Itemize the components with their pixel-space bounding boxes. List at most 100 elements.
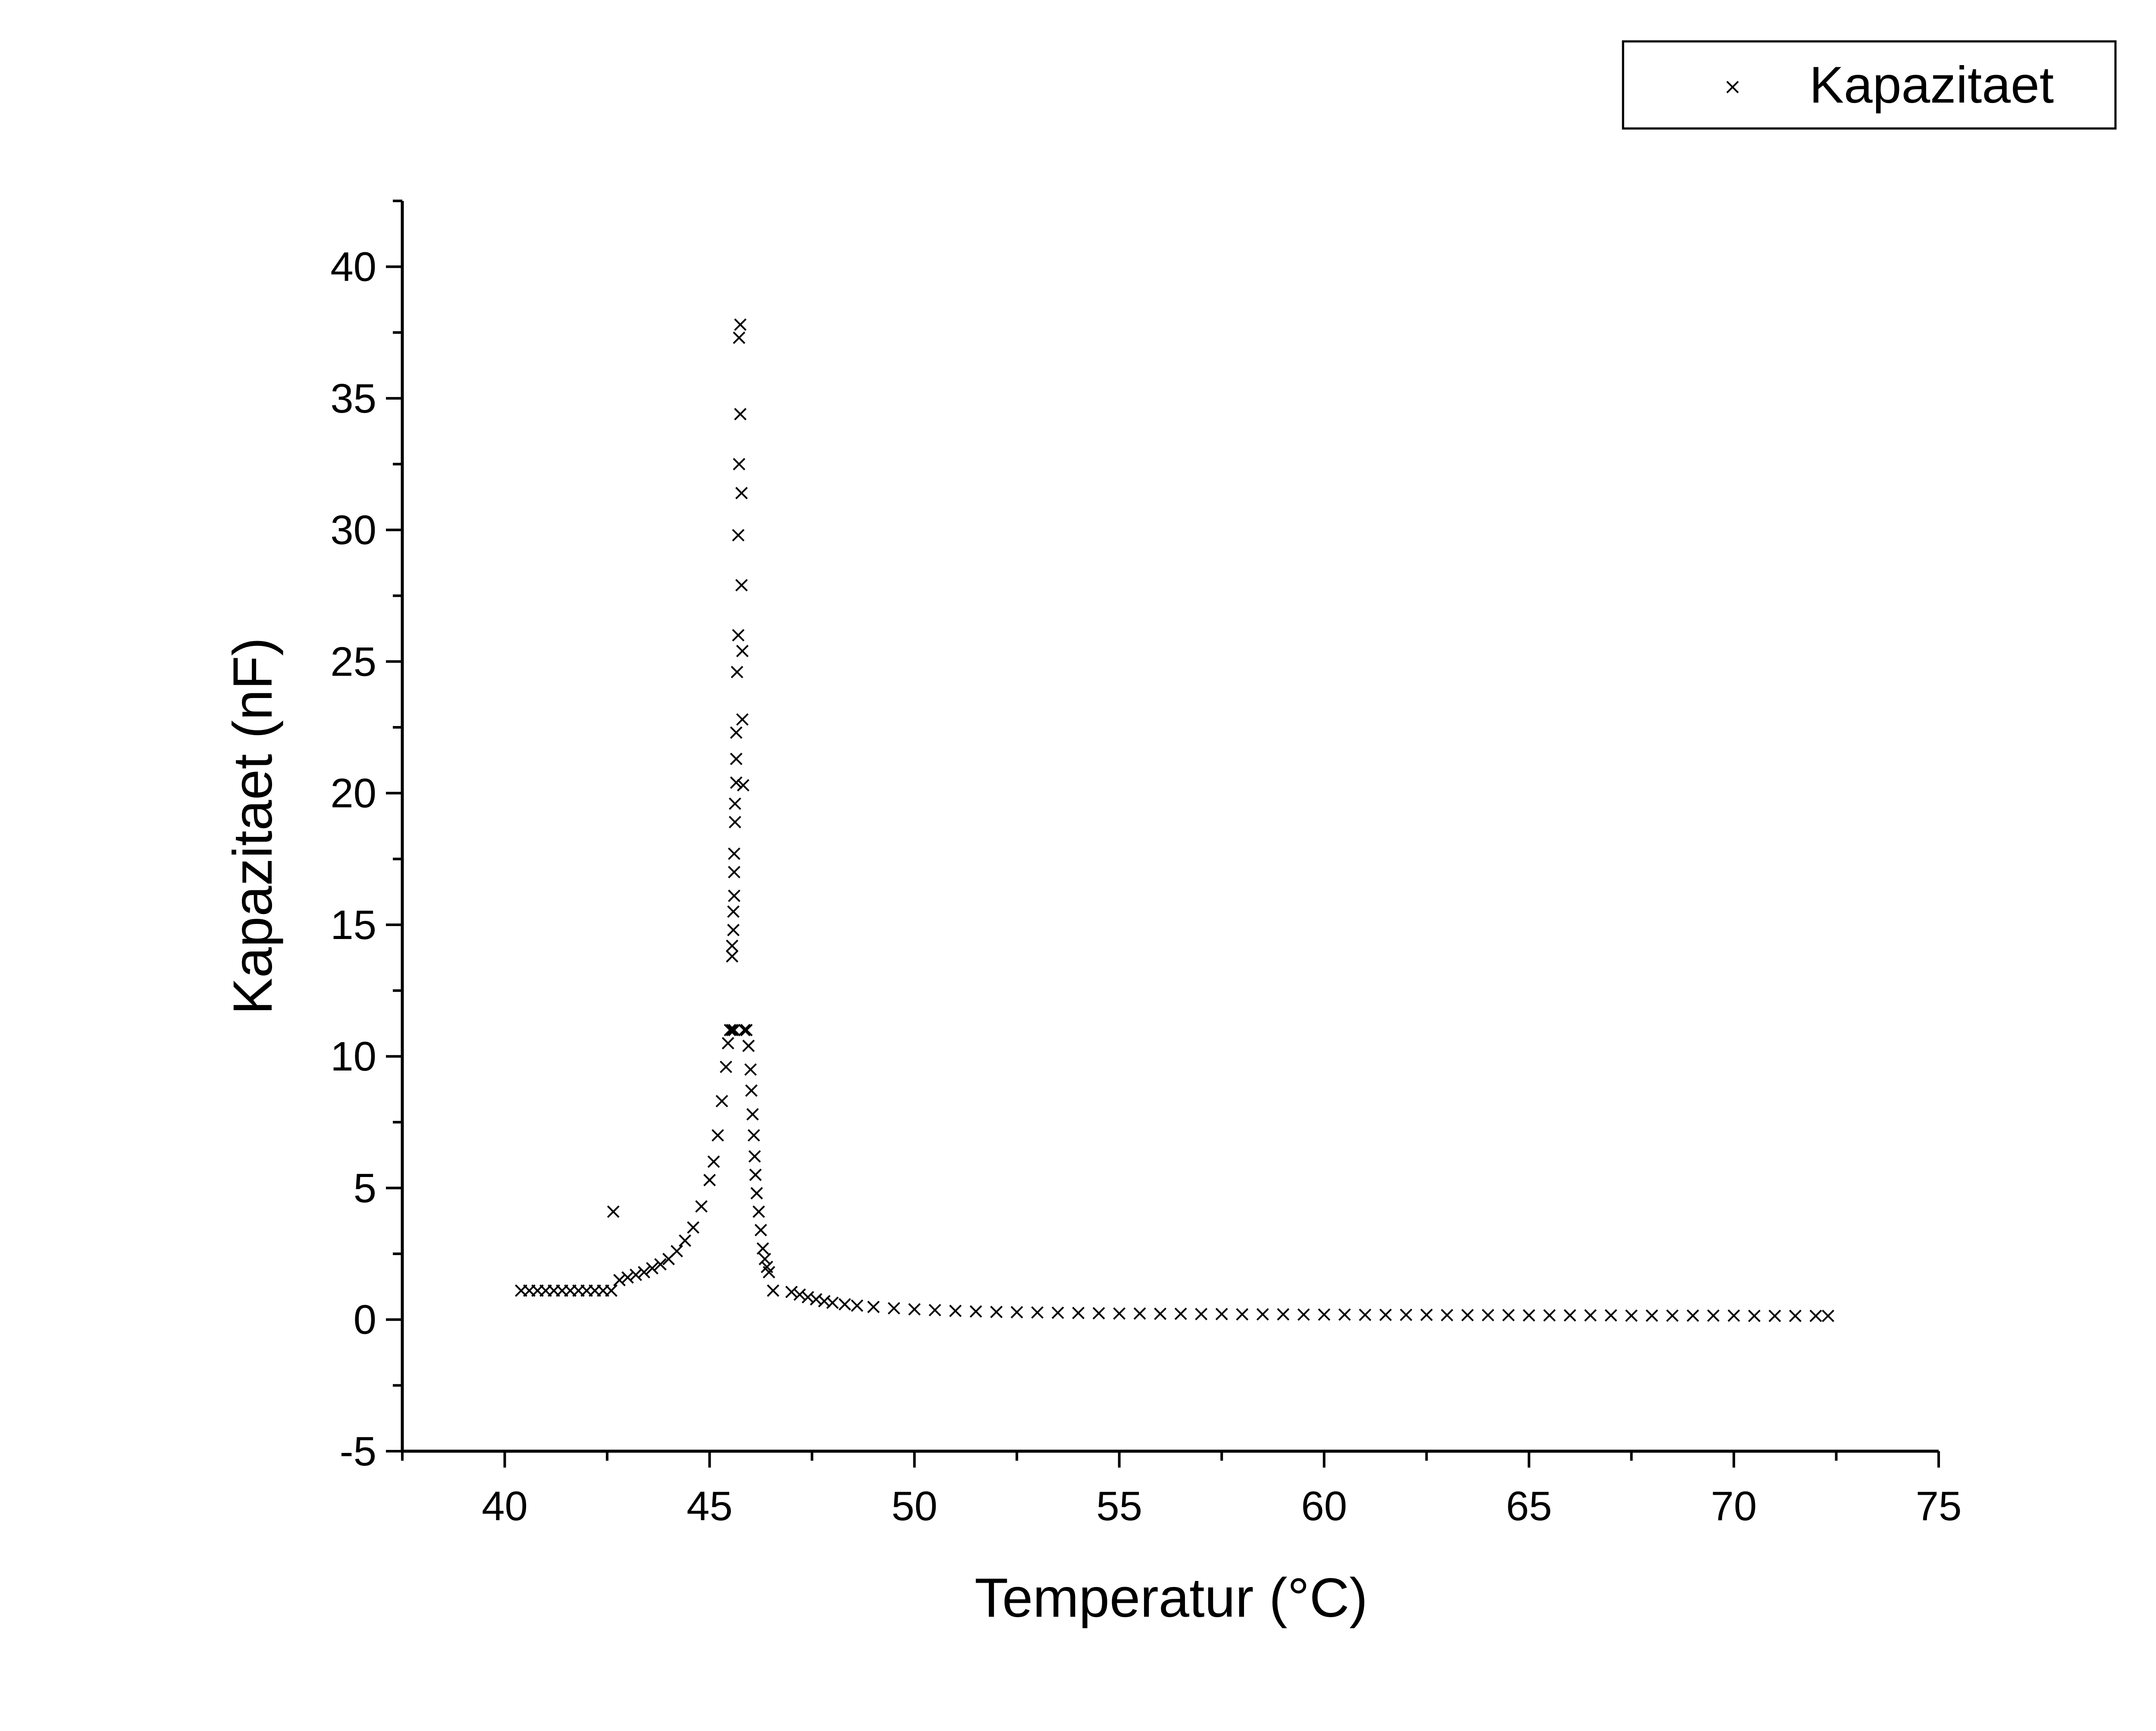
data-point — [1010, 1306, 1023, 1319]
data-points — [515, 318, 1834, 1322]
data-point — [732, 629, 745, 642]
data-point — [1379, 1308, 1392, 1321]
data-point — [750, 1187, 763, 1200]
data-point — [607, 1205, 620, 1218]
data-point — [733, 332, 746, 344]
data-point — [826, 1296, 839, 1309]
data-point — [726, 950, 739, 963]
data-point — [1789, 1309, 1802, 1322]
data-point — [1236, 1308, 1249, 1321]
data-point — [727, 923, 740, 936]
data-point — [728, 866, 741, 879]
data-point — [793, 1288, 806, 1301]
data-point — [752, 1205, 765, 1218]
y-tick-label: -5 — [340, 1428, 376, 1474]
data-point — [810, 1293, 823, 1306]
data-point — [630, 1268, 642, 1281]
x-tick-label: 75 — [1916, 1483, 1962, 1529]
data-point — [724, 1024, 736, 1036]
data-point — [728, 847, 741, 860]
data-point — [715, 1095, 728, 1108]
data-point — [613, 1274, 626, 1287]
data-point — [1338, 1308, 1351, 1321]
x-ticks: 40 45 50 55 60 65 70 75 — [401, 1451, 1962, 1529]
data-point — [908, 1303, 921, 1316]
data-point — [638, 1266, 650, 1279]
data-point — [1256, 1308, 1269, 1321]
data-point — [1625, 1309, 1638, 1322]
data-point — [730, 726, 743, 739]
data-point — [1113, 1307, 1126, 1320]
data-point — [1768, 1309, 1781, 1322]
data-point — [746, 1108, 759, 1121]
data-point — [1092, 1307, 1105, 1320]
data-point — [729, 797, 741, 810]
data-point — [762, 1266, 775, 1279]
data-point — [838, 1298, 851, 1311]
data-point — [720, 1061, 733, 1074]
data-point — [730, 752, 743, 765]
y-tick-label: 20 — [330, 770, 376, 817]
data-point — [754, 1224, 767, 1236]
data-point — [1031, 1306, 1044, 1319]
data-point — [990, 1305, 1003, 1318]
y-tick-label: 5 — [354, 1165, 376, 1211]
data-point — [1215, 1308, 1228, 1321]
y-tick-label: 15 — [330, 902, 376, 948]
data-point — [721, 1037, 734, 1050]
data-point — [740, 1024, 753, 1036]
x-tick-label: 60 — [1301, 1483, 1347, 1529]
data-point — [1420, 1308, 1433, 1321]
x-axis-title: Temperatur (°C) — [975, 1567, 1368, 1629]
legend: Kapazitaet — [1622, 40, 2117, 130]
data-point — [749, 1168, 762, 1181]
data-point — [687, 1221, 700, 1234]
data-point — [887, 1302, 900, 1315]
data-point — [1543, 1309, 1556, 1322]
data-point — [1822, 1309, 1834, 1322]
data-point — [1277, 1308, 1290, 1321]
legend-label: Kapazitaet — [1809, 56, 2054, 114]
data-point — [621, 1271, 634, 1284]
data-point — [734, 318, 747, 331]
data-point — [744, 1063, 757, 1076]
legend-marker-x — [1726, 81, 1739, 94]
y-tick-label: 35 — [330, 376, 376, 422]
data-point — [742, 1039, 755, 1052]
data-point — [703, 1174, 716, 1186]
data-point — [726, 939, 739, 952]
data-point — [735, 487, 748, 500]
axes: 40 45 50 55 60 65 70 75 -5 0 5 10 15 20 25 30 35 40 — [330, 200, 1962, 1529]
y-tick-label: 10 — [330, 1033, 376, 1080]
x-tick-label: 55 — [1096, 1483, 1142, 1529]
y-tick-label: 40 — [330, 244, 376, 290]
data-point — [818, 1295, 831, 1308]
data-point — [727, 905, 740, 918]
y-ticks: -5 0 5 10 15 20 25 30 35 40 — [330, 200, 402, 1474]
y-tick-label: 0 — [354, 1297, 376, 1343]
data-point — [728, 1024, 741, 1036]
data-point — [735, 579, 748, 592]
data-point — [1604, 1309, 1617, 1322]
x-tick-label: 50 — [891, 1483, 937, 1529]
data-point — [802, 1291, 815, 1304]
data-point — [1051, 1306, 1064, 1319]
data-point — [1461, 1308, 1474, 1321]
data-point — [767, 1284, 780, 1297]
x-tick-label: 45 — [686, 1483, 733, 1529]
y-axis-title: Kapazitaet (nF) — [222, 637, 284, 1014]
data-point — [728, 889, 741, 902]
data-point — [1072, 1307, 1085, 1319]
data-point — [1686, 1309, 1699, 1322]
legend-marker — [1726, 81, 1739, 94]
data-point — [1809, 1309, 1822, 1322]
data-point — [734, 408, 747, 420]
data-point — [928, 1304, 941, 1317]
data-point — [1502, 1308, 1515, 1321]
data-point — [654, 1258, 667, 1271]
data-point — [1748, 1309, 1761, 1322]
data-point — [851, 1299, 864, 1312]
data-point — [1564, 1309, 1576, 1322]
data-point — [1154, 1307, 1167, 1320]
